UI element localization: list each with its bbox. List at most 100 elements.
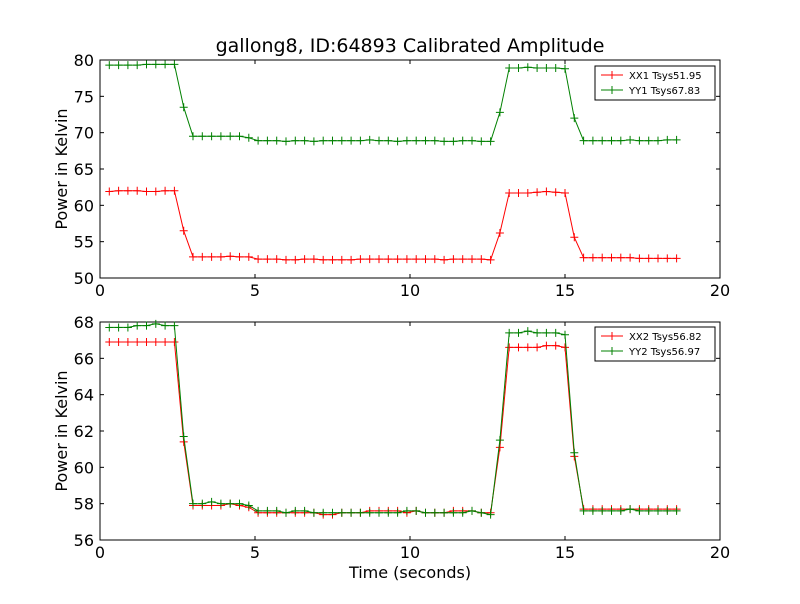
data-point xyxy=(161,337,170,346)
y-tick-label: 68 xyxy=(74,313,94,332)
data-point xyxy=(505,328,514,337)
data-point xyxy=(542,341,551,350)
data-point xyxy=(598,253,607,262)
data-point xyxy=(626,135,635,144)
data-point xyxy=(533,343,542,352)
data-point xyxy=(235,499,244,508)
data-point xyxy=(468,255,476,264)
data-point xyxy=(291,255,300,264)
data-point xyxy=(598,136,607,145)
data-point xyxy=(300,255,309,264)
legend-entry: XX1 Tsys51.95 xyxy=(629,71,702,82)
bottom-panel: 0 5 10 15 20 56 58 60 62 64 66 68 Power in Kelvin XX2… xyxy=(52,313,730,562)
data-point xyxy=(114,337,123,346)
data-point xyxy=(449,255,458,264)
data-point xyxy=(430,136,439,145)
data-point xyxy=(235,132,244,141)
y-tick-label: 64 xyxy=(74,386,94,405)
data-point xyxy=(282,255,290,264)
data-point xyxy=(226,132,235,141)
data-point xyxy=(263,506,272,515)
data-point xyxy=(337,508,346,517)
data-point xyxy=(198,499,207,508)
data-point xyxy=(384,136,393,145)
data-point xyxy=(282,508,290,517)
data-point xyxy=(635,506,644,515)
data-point xyxy=(365,135,374,144)
data-point xyxy=(421,508,430,517)
legend-marker xyxy=(608,332,616,340)
y-tick-label: 65 xyxy=(74,160,94,179)
data-point xyxy=(105,323,114,332)
data-point xyxy=(551,328,560,337)
data-point xyxy=(179,432,188,441)
data-point xyxy=(626,505,635,514)
data-point xyxy=(356,136,365,145)
data-point xyxy=(151,60,160,69)
data-point xyxy=(542,328,551,337)
data-point xyxy=(319,508,328,517)
data-point xyxy=(607,136,616,145)
data-point xyxy=(616,136,625,145)
data-point xyxy=(449,508,458,517)
data-point xyxy=(365,508,374,517)
data-point xyxy=(170,186,179,195)
y-axis-label: Power in Kelvin xyxy=(52,108,71,229)
y-tick-label: 60 xyxy=(74,196,94,215)
x-tick-label: 20 xyxy=(710,281,730,300)
data-point xyxy=(114,61,123,70)
data-point xyxy=(189,132,197,141)
data-point xyxy=(123,186,132,195)
data-point xyxy=(486,510,495,519)
data-point xyxy=(663,506,672,515)
data-point xyxy=(300,506,309,515)
data-point xyxy=(458,255,467,264)
data-point xyxy=(458,508,467,517)
x-tick-label: 5 xyxy=(250,281,260,300)
data-point xyxy=(579,253,588,262)
data-point xyxy=(505,188,514,197)
data-point xyxy=(486,255,495,264)
data-point xyxy=(319,255,328,264)
data-point xyxy=(170,337,179,346)
y-tick-label: 80 xyxy=(74,51,94,70)
data-point xyxy=(244,501,253,510)
data-point xyxy=(412,506,421,515)
data-point xyxy=(421,136,430,145)
data-point xyxy=(672,506,681,515)
data-point xyxy=(226,252,235,261)
data-point xyxy=(561,343,569,352)
data-point xyxy=(468,506,476,515)
data-point xyxy=(123,337,132,346)
data-point xyxy=(393,508,402,517)
data-point xyxy=(123,61,132,70)
data-point xyxy=(477,255,486,264)
data-point xyxy=(514,188,523,197)
data-point xyxy=(477,137,486,146)
data-point xyxy=(533,328,542,337)
data-point xyxy=(151,187,160,196)
y-tick-label: 75 xyxy=(74,87,94,106)
x-tick-label: 10 xyxy=(400,543,420,562)
legend-entry: YY2 Tsys56.97 xyxy=(628,347,700,358)
data-point xyxy=(105,61,114,70)
data-point xyxy=(254,255,263,264)
data-point xyxy=(142,337,151,346)
y-tick-label: 55 xyxy=(74,233,94,252)
data-point xyxy=(505,63,514,72)
data-point xyxy=(170,60,179,69)
data-point xyxy=(579,136,588,145)
data-point xyxy=(561,188,569,197)
x-tick-label: 15 xyxy=(555,281,575,300)
data-point xyxy=(607,506,616,515)
data-point xyxy=(207,132,216,141)
legend-marker xyxy=(608,347,616,355)
data-point xyxy=(663,135,672,144)
data-point xyxy=(170,321,179,330)
data-point xyxy=(449,137,458,146)
legend-marker xyxy=(608,71,616,79)
data-point xyxy=(337,255,346,264)
data-point xyxy=(440,137,449,146)
data-point xyxy=(300,136,309,145)
